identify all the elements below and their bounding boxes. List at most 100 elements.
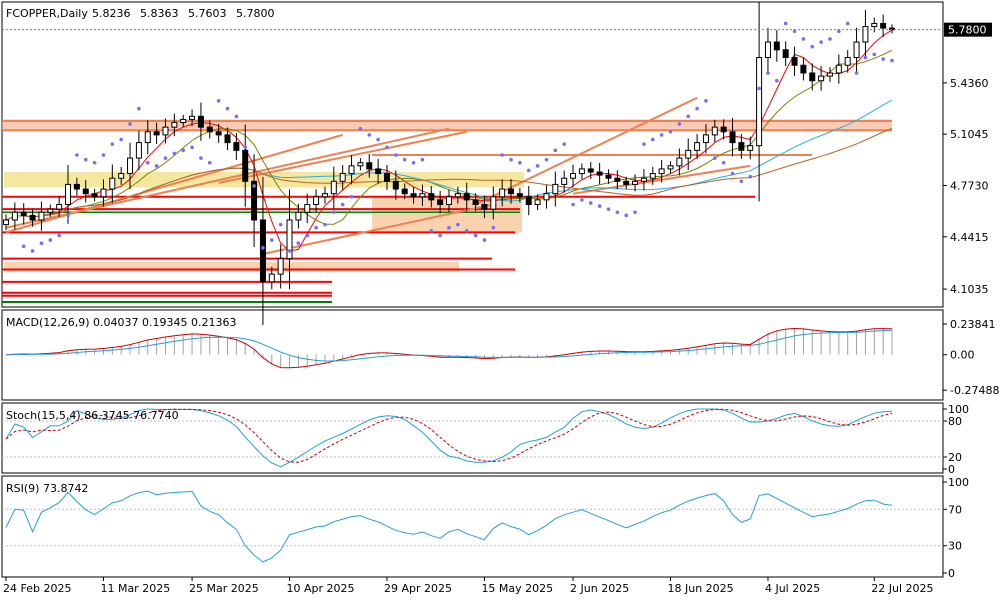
candle-body-15[interactable] bbox=[135, 142, 142, 159]
candle-body-44[interactable] bbox=[392, 180, 399, 190]
candle-body-45[interactable] bbox=[401, 188, 408, 195]
candle-body-72[interactable] bbox=[640, 177, 647, 182]
candle-body-64[interactable] bbox=[570, 173, 577, 179]
candle-body-95[interactable] bbox=[844, 57, 851, 66]
candle-body-59[interactable] bbox=[525, 196, 532, 206]
candle-body-79[interactable] bbox=[702, 134, 709, 144]
candle-body-39[interactable] bbox=[348, 165, 355, 175]
candle-body-55[interactable] bbox=[490, 196, 497, 210]
candle-body-25[interactable] bbox=[224, 134, 231, 144]
candle-body-62[interactable] bbox=[552, 183, 559, 195]
candle-body-88[interactable] bbox=[782, 49, 789, 59]
candle-body-99[interactable] bbox=[880, 22, 887, 29]
candle-body-60[interactable] bbox=[534, 199, 541, 206]
candle-body-29[interactable] bbox=[259, 219, 266, 283]
candle-body-30[interactable] bbox=[268, 273, 275, 283]
candle-body-94[interactable] bbox=[835, 64, 842, 74]
candle-body-41[interactable] bbox=[366, 162, 373, 170]
candle-body-11[interactable] bbox=[100, 188, 107, 198]
candle-body-80[interactable] bbox=[711, 126, 718, 136]
candle-body-85[interactable] bbox=[756, 57, 763, 147]
candle-body-89[interactable] bbox=[791, 57, 798, 66]
candle-body-0[interactable] bbox=[3, 219, 9, 226]
candle-body-76[interactable] bbox=[676, 157, 683, 167]
candle-body-33[interactable] bbox=[295, 211, 302, 221]
candle-body-32[interactable] bbox=[286, 219, 293, 260]
candle-body-18[interactable] bbox=[162, 126, 169, 136]
candle-body-86[interactable] bbox=[764, 41, 771, 59]
candle-body-12[interactable] bbox=[109, 177, 116, 190]
candle-body-57[interactable] bbox=[508, 188, 515, 195]
candle-body-38[interactable] bbox=[339, 173, 346, 182]
candle-body-69[interactable] bbox=[614, 177, 621, 182]
candle-body-42[interactable] bbox=[375, 168, 382, 175]
candle-body-65[interactable] bbox=[578, 168, 585, 175]
candle-body-84[interactable] bbox=[747, 145, 754, 151]
candle-body-5[interactable] bbox=[47, 208, 54, 213]
candle-body-71[interactable] bbox=[632, 180, 639, 185]
candle-body-70[interactable] bbox=[623, 180, 630, 185]
candle-body-13[interactable] bbox=[118, 173, 125, 179]
candle-body-2[interactable] bbox=[20, 211, 27, 216]
candle-body-23[interactable] bbox=[206, 126, 213, 133]
candle-body-52[interactable] bbox=[463, 193, 470, 201]
candle-body-35[interactable] bbox=[313, 196, 320, 206]
candle-body-67[interactable] bbox=[596, 171, 603, 176]
candle-body-22[interactable] bbox=[197, 115, 204, 128]
candle-body-54[interactable] bbox=[481, 204, 488, 210]
candle-body-46[interactable] bbox=[410, 193, 417, 198]
candle-body-14[interactable] bbox=[127, 157, 134, 175]
candle-body-74[interactable] bbox=[658, 168, 665, 175]
candle-body-98[interactable] bbox=[871, 22, 878, 28]
candle-body-83[interactable] bbox=[738, 142, 745, 151]
candle-body-66[interactable] bbox=[587, 168, 594, 173]
candle-body-24[interactable] bbox=[215, 131, 222, 136]
candle-body-93[interactable] bbox=[826, 72, 833, 77]
candle-body-36[interactable] bbox=[321, 193, 328, 198]
candle-body-51[interactable] bbox=[454, 193, 461, 198]
candle-body-91[interactable] bbox=[809, 72, 816, 82]
candle-body-7[interactable] bbox=[65, 183, 72, 206]
candle-body-49[interactable] bbox=[437, 199, 444, 206]
candle-body-17[interactable] bbox=[153, 131, 160, 136]
candle-body-61[interactable] bbox=[543, 193, 550, 201]
candle-body-92[interactable] bbox=[818, 75, 825, 82]
candle-body-53[interactable] bbox=[472, 199, 479, 206]
candle-body-6[interactable] bbox=[56, 204, 63, 210]
candle-body-87[interactable] bbox=[773, 41, 780, 51]
candle-body-21[interactable] bbox=[189, 115, 196, 120]
candle-body-58[interactable] bbox=[516, 193, 523, 198]
candle-body-43[interactable] bbox=[383, 173, 390, 182]
candle-body-75[interactable] bbox=[667, 165, 674, 170]
candle-body-47[interactable] bbox=[419, 193, 426, 198]
candle-body-77[interactable] bbox=[685, 149, 692, 159]
candle-body-27[interactable] bbox=[242, 149, 249, 182]
candle-body-48[interactable] bbox=[428, 193, 435, 201]
candle-body-56[interactable] bbox=[499, 188, 506, 198]
candle-body-19[interactable] bbox=[171, 122, 178, 128]
candle-body-50[interactable] bbox=[446, 196, 452, 206]
candle-body-3[interactable] bbox=[29, 214, 36, 221]
candle-body-78[interactable] bbox=[694, 142, 701, 151]
candle-body-16[interactable] bbox=[144, 131, 151, 144]
candle-body-1[interactable] bbox=[11, 211, 18, 221]
candle-body-40[interactable] bbox=[357, 162, 364, 167]
candle-body-10[interactable] bbox=[91, 193, 98, 198]
candle-body-31[interactable] bbox=[277, 258, 284, 275]
candle-body-37[interactable] bbox=[330, 180, 337, 195]
candle-body-68[interactable] bbox=[605, 174, 612, 179]
candle-body-8[interactable] bbox=[73, 183, 80, 190]
candle-body-73[interactable] bbox=[649, 173, 656, 179]
candle-body-96[interactable] bbox=[853, 41, 860, 59]
candle-body-20[interactable] bbox=[180, 118, 187, 124]
candle-body-28[interactable] bbox=[251, 180, 258, 221]
candle-body-9[interactable] bbox=[82, 188, 89, 195]
candle-body-82[interactable] bbox=[729, 131, 736, 144]
candle-body-90[interactable] bbox=[800, 64, 807, 74]
candle-body-4[interactable] bbox=[38, 211, 45, 221]
candle-body-26[interactable] bbox=[233, 142, 240, 151]
candle-body-97[interactable] bbox=[862, 26, 869, 43]
candle-body-63[interactable] bbox=[561, 177, 568, 185]
candle-body-81[interactable] bbox=[720, 126, 727, 133]
